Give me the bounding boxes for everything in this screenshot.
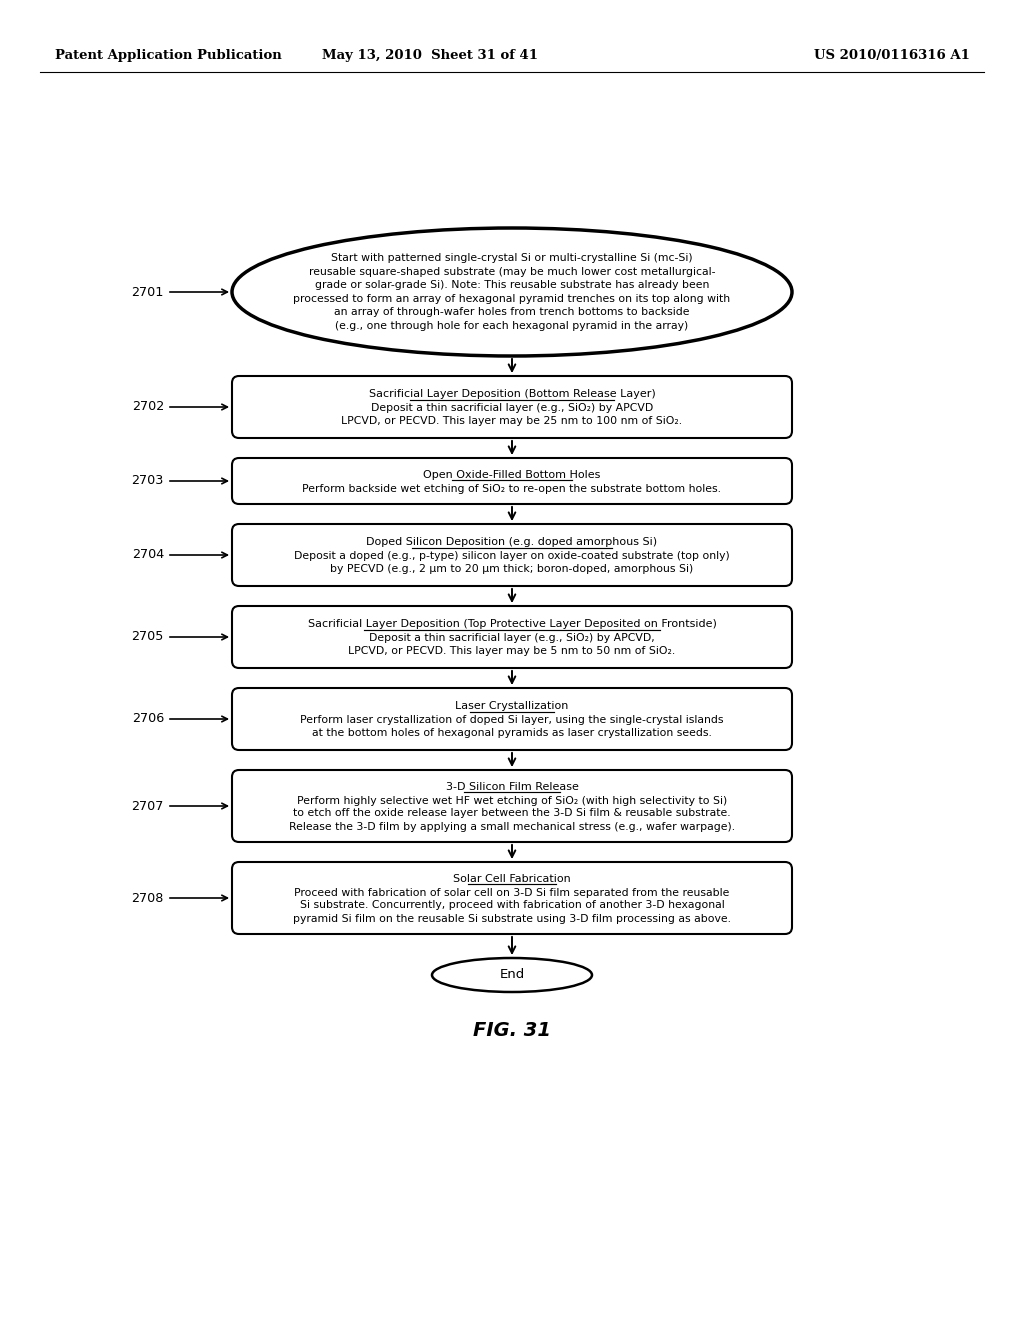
Text: Solar Cell Fabrication: Solar Cell Fabrication (454, 874, 570, 883)
Text: reusable square-shaped substrate (may be much lower cost metallurgical-: reusable square-shaped substrate (may be… (309, 267, 715, 277)
Text: Si substrate. Concurrently, proceed with fabrication of another 3-D hexagonal: Si substrate. Concurrently, proceed with… (300, 900, 724, 911)
Text: 2701: 2701 (132, 285, 164, 298)
Text: Sacrificial Layer Deposition (Top Protective Layer Deposited on Frontside): Sacrificial Layer Deposition (Top Protec… (307, 619, 717, 630)
Text: an array of through-wafer holes from trench bottoms to backside: an array of through-wafer holes from tre… (334, 308, 690, 317)
Text: Proceed with fabrication of solar cell on 3-D Si film separated from the reusabl: Proceed with fabrication of solar cell o… (294, 887, 730, 898)
Text: Deposit a thin sacrificial layer (e.g., SiO₂) by APCVD: Deposit a thin sacrificial layer (e.g., … (371, 403, 653, 413)
Text: 2707: 2707 (132, 800, 164, 813)
Text: 2704: 2704 (132, 549, 164, 561)
Text: Doped Silicon Deposition (e.g. doped amorphous Si): Doped Silicon Deposition (e.g. doped amo… (367, 537, 657, 546)
Text: 2705: 2705 (132, 631, 164, 644)
Text: Release the 3-D film by applying a small mechanical stress (e.g., wafer warpage): Release the 3-D film by applying a small… (289, 821, 735, 832)
Text: 2703: 2703 (132, 474, 164, 487)
Text: Perform highly selective wet HF wet etching of SiO₂ (with high selectivity to Si: Perform highly selective wet HF wet etch… (297, 796, 727, 805)
Text: (e.g., one through hole for each hexagonal pyramid in the array): (e.g., one through hole for each hexagon… (336, 321, 688, 331)
Text: US 2010/0116316 A1: US 2010/0116316 A1 (814, 49, 970, 62)
Text: LPCVD, or PECVD. This layer may be 5 nm to 50 nm of SiO₂.: LPCVD, or PECVD. This layer may be 5 nm … (348, 645, 676, 656)
Text: 2706: 2706 (132, 713, 164, 726)
Text: Patent Application Publication: Patent Application Publication (55, 49, 282, 62)
Text: 3-D Silicon Film Release: 3-D Silicon Film Release (445, 781, 579, 792)
Text: LPCVD, or PECVD. This layer may be 25 nm to 100 nm of SiO₂.: LPCVD, or PECVD. This layer may be 25 nm… (341, 416, 683, 426)
Text: at the bottom holes of hexagonal pyramids as laser crystallization seeds.: at the bottom holes of hexagonal pyramid… (312, 729, 712, 738)
Text: Deposit a doped (e.g., p-type) silicon layer on oxide-coated substrate (top only: Deposit a doped (e.g., p-type) silicon l… (294, 550, 730, 561)
Text: Start with patterned single-crystal Si or multi-crystalline Si (mc-Si): Start with patterned single-crystal Si o… (331, 253, 693, 263)
Text: to etch off the oxide release layer between the 3-D Si film & reusable substrate: to etch off the oxide release layer betw… (293, 808, 731, 818)
Text: by PECVD (e.g., 2 μm to 20 μm thick; boron-doped, amorphous Si): by PECVD (e.g., 2 μm to 20 μm thick; bor… (331, 564, 693, 574)
Text: processed to form an array of hexagonal pyramid trenches on its top along with: processed to form an array of hexagonal … (294, 294, 730, 304)
Text: Perform backside wet etching of SiO₂ to re-open the substrate bottom holes.: Perform backside wet etching of SiO₂ to … (302, 483, 722, 494)
Text: May 13, 2010  Sheet 31 of 41: May 13, 2010 Sheet 31 of 41 (322, 49, 538, 62)
Text: Open Oxide-Filled Bottom Holes: Open Oxide-Filled Bottom Holes (423, 470, 601, 479)
Text: 2708: 2708 (132, 891, 164, 904)
Text: Sacrificial Layer Deposition (Bottom Release Layer): Sacrificial Layer Deposition (Bottom Rel… (369, 389, 655, 399)
Text: 2702: 2702 (132, 400, 164, 413)
Text: pyramid Si film on the reusable Si substrate using 3-D film processing as above.: pyramid Si film on the reusable Si subst… (293, 913, 731, 924)
Text: FIG. 31: FIG. 31 (473, 1020, 551, 1040)
Text: Deposit a thin sacrificial layer (e.g., SiO₂) by APCVD,: Deposit a thin sacrificial layer (e.g., … (369, 634, 655, 643)
Text: Perform laser crystallization of doped Si layer, using the single-crystal island: Perform laser crystallization of doped S… (300, 715, 724, 725)
Text: End: End (500, 969, 524, 982)
Text: grade or solar-grade Si). Note: This reusable substrate has already been: grade or solar-grade Si). Note: This reu… (314, 280, 710, 290)
Text: Laser Crystallization: Laser Crystallization (456, 701, 568, 711)
